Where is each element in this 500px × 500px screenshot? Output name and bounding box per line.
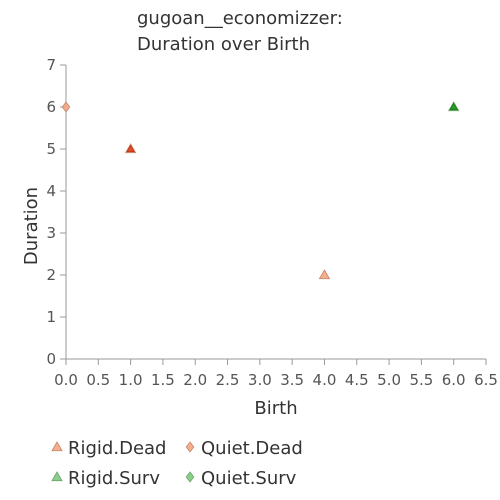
- x-tick-label: 5.0: [377, 371, 401, 389]
- y-tick-label: 7: [46, 56, 56, 74]
- x-tick-label: 4.0: [313, 371, 337, 389]
- x-tick-label: 2.5: [216, 371, 240, 389]
- data-point-overlay: [449, 102, 458, 111]
- x-tick-label: 1.0: [119, 371, 143, 389]
- legend-marker-rigid-dead: [51, 441, 63, 452]
- y-tick-label: 4: [46, 182, 56, 200]
- legend-label: Quiet.Dead: [201, 438, 303, 459]
- legend-label: Rigid.Dead: [68, 438, 166, 459]
- data-point-rigid-dead: [318, 269, 331, 280]
- data-point-quiet-dead: [61, 101, 71, 113]
- legend-marker-quiet-surv: [185, 471, 195, 483]
- x-tick-label: 5.5: [409, 371, 433, 389]
- x-tick-label: 0.5: [86, 371, 110, 389]
- data-point-overlay: [126, 144, 135, 153]
- x-tick-label: 0.0: [54, 371, 78, 389]
- x-tick-label: 6.5: [474, 371, 498, 389]
- y-axis-label: Duration: [21, 187, 42, 265]
- y-tick-label: 3: [46, 224, 56, 242]
- legend-label: Quiet.Surv: [201, 468, 297, 489]
- x-tick-label: 3.0: [248, 371, 272, 389]
- x-axis-label: Birth: [254, 398, 297, 419]
- legend-marker-rigid-surv: [51, 471, 63, 482]
- legend-label: Rigid.Surv: [68, 468, 160, 489]
- x-tick-label: 1.5: [151, 371, 175, 389]
- chart-title-line1: gugoan__economizzer:: [137, 8, 343, 29]
- y-tick-label: 5: [46, 140, 56, 158]
- y-tick-label: 1: [46, 308, 56, 326]
- y-tick-label: 2: [46, 266, 56, 284]
- y-tick-label: 0: [46, 350, 56, 368]
- legend-marker-quiet-dead: [185, 441, 195, 453]
- y-tick-label: 6: [46, 98, 56, 116]
- x-tick-label: 2.0: [183, 371, 207, 389]
- x-tick-label: 4.5: [345, 371, 369, 389]
- chart-title-line2: Duration over Birth: [137, 34, 310, 55]
- legend: Rigid.Dead Quiet.Dead Rigid.Surv Quiet.Surv: [51, 438, 303, 489]
- plot-area: 0 1 2 3 4 5 6 7 0.0 0.5 1.0 1.5 2.0 2.5 3.0 3.5 4.0 4.5 5.…: [46, 56, 497, 389]
- x-tick-label: 3.5: [280, 371, 304, 389]
- x-tick-label: 6.0: [442, 371, 466, 389]
